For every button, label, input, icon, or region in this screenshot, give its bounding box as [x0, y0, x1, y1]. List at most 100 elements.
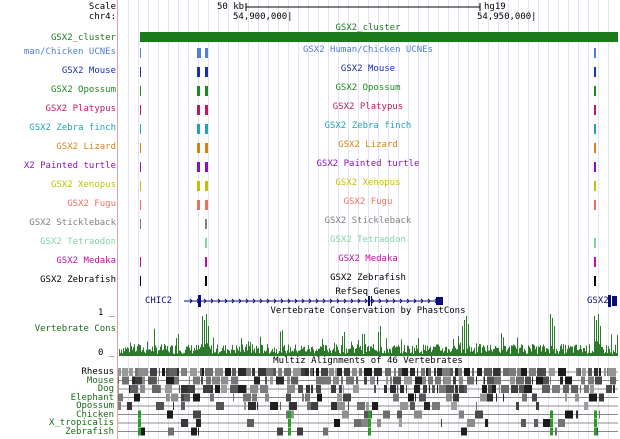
- multiz-species-label[interactable]: X_tropicalis: [48, 418, 114, 428]
- multiz-species-label[interactable]: Dog: [97, 384, 114, 394]
- track-feature: [594, 105, 596, 115]
- gene-label-gsx2[interactable]: GSX2: [587, 296, 609, 306]
- grid-line: [218, 0, 219, 439]
- grid-line: [338, 0, 339, 439]
- track-side-label[interactable]: GSX2 Mouse: [61, 66, 116, 76]
- track-title: GSX2 Zebra finch: [324, 121, 412, 131]
- grid-line: [198, 0, 199, 439]
- chrom-label: chr4:: [88, 12, 116, 22]
- grid-line: [188, 0, 189, 439]
- track-title: GSX2 Platypus: [332, 102, 404, 112]
- track-feature: [140, 86, 141, 96]
- grid-line: [428, 0, 429, 439]
- track-feature: [594, 276, 596, 286]
- grid-line: [568, 0, 569, 439]
- track-side-label[interactable]: GSX2 Zebra finch: [29, 123, 116, 133]
- track-side-label[interactable]: GSX2 Tetraodon: [40, 237, 116, 247]
- track-feature: [140, 48, 141, 58]
- track-side-label[interactable]: GSX2 Stickleback: [29, 218, 116, 228]
- track-feature: [140, 181, 141, 191]
- track-side-label[interactable]: GSX2 Opossum: [50, 85, 116, 95]
- track-side-label[interactable]: GSX2 Fugu: [67, 199, 116, 209]
- track-side-label[interactable]: GSX2 Medaka: [56, 256, 116, 266]
- multiz-species-label[interactable]: Mouse: [86, 375, 114, 386]
- gene-label-chic2[interactable]: CHIC2: [145, 296, 173, 306]
- track-title: GSX2 Painted turtle: [316, 159, 420, 169]
- grid-line: [588, 0, 589, 439]
- grid-line: [238, 0, 239, 439]
- track-feature: [197, 162, 200, 172]
- track-feature: [205, 276, 207, 286]
- grid-line: [528, 0, 529, 439]
- track-feature: [140, 105, 141, 115]
- grid-line: [228, 0, 229, 439]
- track-side-label[interactable]: GSX2 Xenopus: [50, 180, 116, 190]
- multiz-species-label[interactable]: Zebrafish: [65, 426, 114, 437]
- multiz-species-label[interactable]: Chicken: [76, 409, 114, 420]
- scale-text: 50 kb: [217, 2, 245, 12]
- track-side-label[interactable]: GSX2 Zebrafish: [40, 275, 116, 285]
- grid-line: [138, 0, 139, 439]
- multiz-species-label[interactable]: Opossum: [76, 401, 114, 411]
- track-feature: [205, 86, 208, 96]
- grid-line: [498, 0, 499, 439]
- track-feature: [205, 238, 207, 248]
- track-title: GSX2 Lizard: [338, 140, 398, 150]
- grid-line: [388, 0, 389, 439]
- track-feature: [197, 124, 200, 134]
- assembly-label: hg19: [484, 2, 506, 12]
- grid-line: [318, 0, 319, 439]
- multiz-species-label[interactable]: Elephant: [70, 392, 114, 403]
- grid-line: [598, 0, 599, 439]
- refseq-title: RefSeq Genes: [335, 287, 401, 297]
- track-feature: [140, 162, 141, 172]
- conservation-side-label[interactable]: Vertebrate Cons: [34, 324, 116, 334]
- position-left: 54,900,000|: [233, 12, 293, 22]
- track-feature: [594, 200, 596, 210]
- track-feature: [205, 124, 208, 134]
- grid-line: [398, 0, 399, 439]
- track-feature: [140, 219, 141, 229]
- track-feature: [594, 67, 596, 77]
- track-feature: [197, 86, 200, 96]
- track-side-label[interactable]: GSX2_cluster: [50, 33, 116, 43]
- grid-line: [408, 0, 409, 439]
- multiz-alignment: [118, 368, 618, 436]
- gene-models: [184, 295, 617, 307]
- grid-line: [358, 0, 359, 439]
- track-feature: [205, 48, 208, 58]
- grid-line: [578, 0, 579, 439]
- track-feature: [205, 257, 207, 267]
- track-divider: [117, 0, 118, 439]
- track-title: GSX2 Xenopus: [335, 178, 401, 188]
- scale-label: Scale: [88, 2, 116, 12]
- grid-line: [418, 0, 419, 439]
- grid-line: [348, 0, 349, 439]
- track-side-label[interactable]: GSX2 Lizard: [56, 142, 116, 152]
- track-feature: [205, 219, 207, 229]
- multiz-species-label[interactable]: Rhesus: [81, 367, 114, 377]
- grid-line: [458, 0, 459, 439]
- track-side-label[interactable]: X2 Painted turtle: [23, 161, 116, 171]
- grid-line: [548, 0, 549, 439]
- grid-line: [248, 0, 249, 439]
- track-feature: [197, 67, 200, 77]
- track-feature: [205, 200, 208, 210]
- track-title: GSX2 Zebrafish: [330, 273, 406, 283]
- track-feature: [594, 48, 596, 58]
- grid-line: [368, 0, 369, 439]
- track-feature: [197, 200, 200, 210]
- track-feature: [594, 238, 596, 248]
- track-feature: [594, 143, 596, 153]
- axis-tick-top: 1 _: [98, 308, 115, 318]
- grid-line: [518, 0, 519, 439]
- conservation-wiggle: [119, 314, 618, 356]
- track-feature: [205, 67, 208, 77]
- conservation-title: Vertebrate Conservation by PhastCons: [270, 306, 466, 316]
- track-side-label[interactable]: man/Chicken UCNEs: [23, 47, 116, 57]
- grid-line: [298, 0, 299, 439]
- grid-line: [168, 0, 169, 439]
- track-feature: [197, 105, 200, 115]
- track-feature: [205, 181, 208, 191]
- track-side-label[interactable]: GSX2 Platypus: [45, 104, 116, 114]
